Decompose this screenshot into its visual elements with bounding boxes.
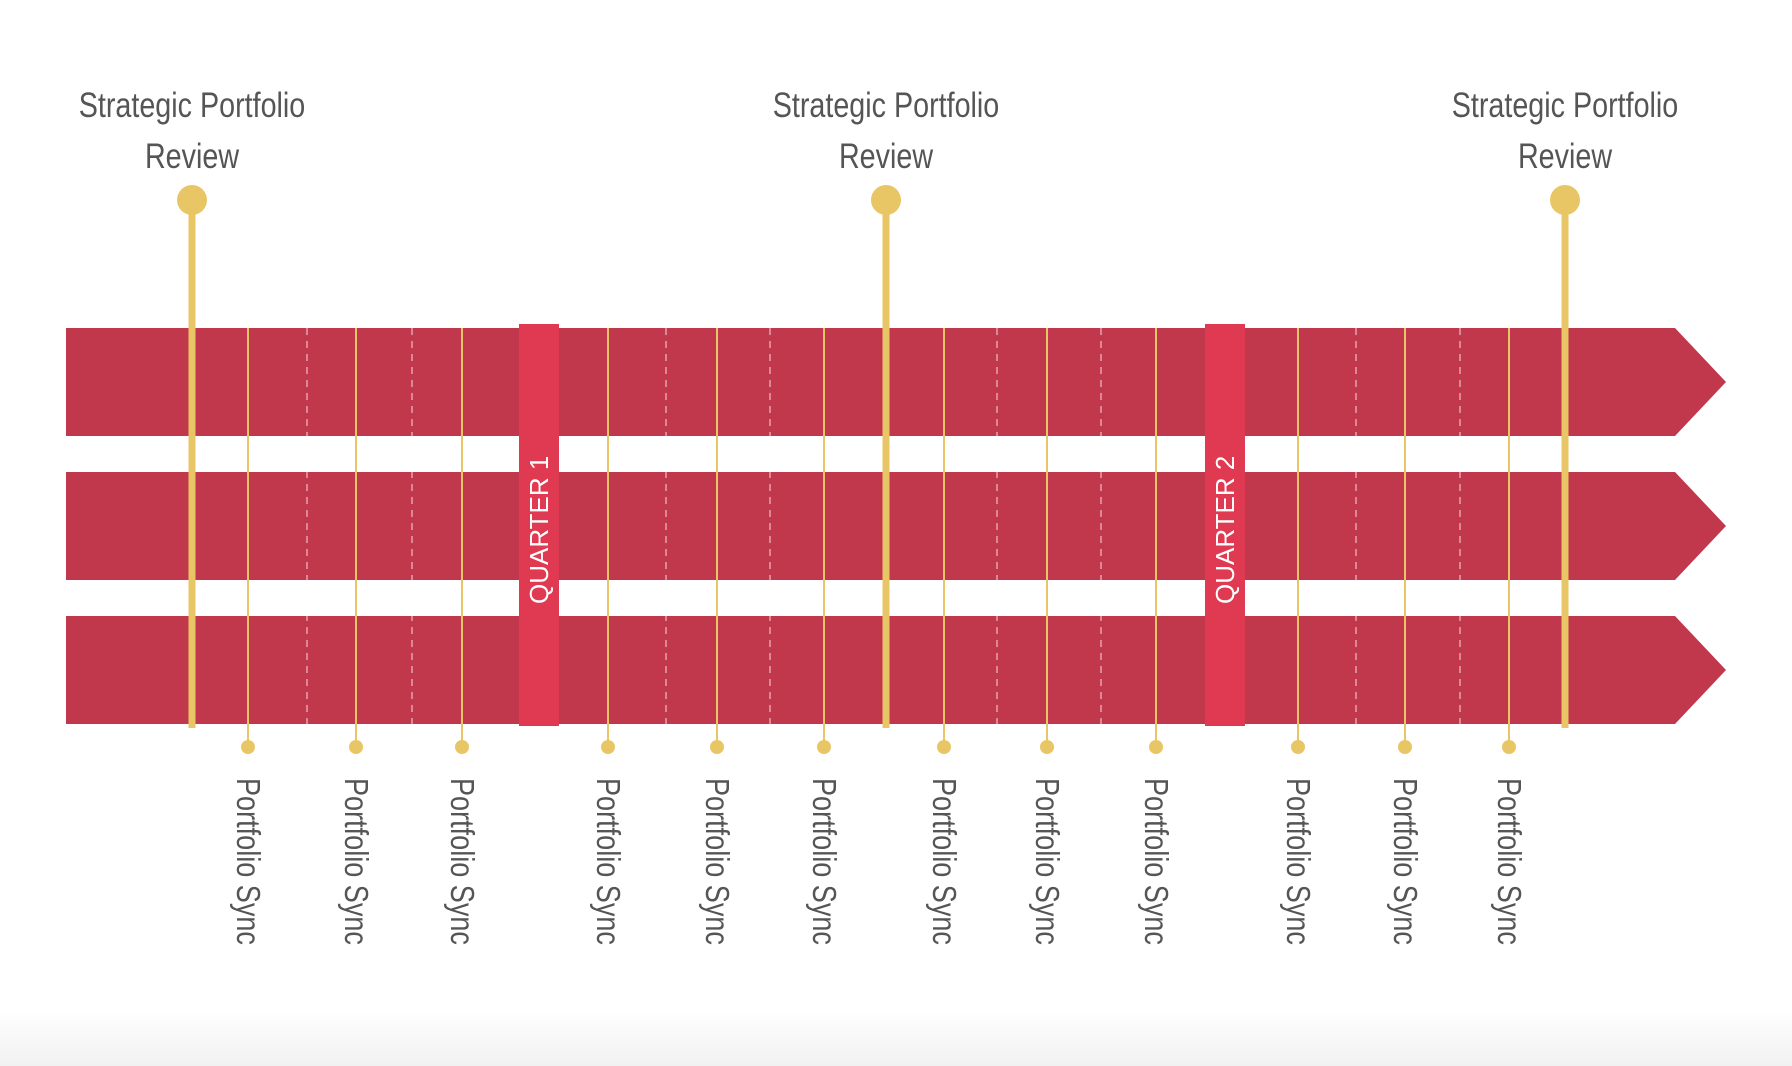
portfolio-sync-label: Portfolio Sync (1280, 778, 1317, 945)
portfolio-sync-label: Portfolio Sync (444, 778, 481, 945)
review-marker-dot (871, 185, 901, 215)
portfolio-sync-label: Portfolio Sync (230, 778, 267, 945)
strategic-portfolio-review-label: Strategic Portfolio Review (772, 86, 1000, 176)
review-marker-dot (177, 185, 207, 215)
sync-marker-dot (241, 740, 255, 754)
sync-marker-dot (1502, 740, 1516, 754)
strategic-portfolio-review-label: Strategic Portfolio Review (1451, 86, 1679, 176)
sync-marker-dot (937, 740, 951, 754)
portfolio-sync-label: Portfolio Sync (699, 778, 736, 945)
timeline-band-3 (66, 616, 1726, 724)
bottom-shadow (0, 1010, 1792, 1066)
sync-marker-dot (455, 740, 469, 754)
portfolio-sync-label: Portfolio Sync (338, 778, 375, 945)
timeline-band-1 (66, 328, 1726, 436)
sync-marker-dot (1291, 740, 1305, 754)
quarter-label-1: QUARTER 1 (524, 455, 554, 604)
quarter-label-2: QUARTER 2 (1210, 455, 1240, 604)
sync-marker-dot (601, 740, 615, 754)
strategic-portfolio-review-label: Strategic Portfolio Review (78, 86, 306, 176)
sync-marker-dot (349, 740, 363, 754)
sync-marker-dot (710, 740, 724, 754)
sync-marker-dot (1398, 740, 1412, 754)
sync-marker-dot (1040, 740, 1054, 754)
portfolio-sync-label: Portfolio Sync (1138, 778, 1175, 945)
review-marker-dot (1550, 185, 1580, 215)
timeline-band-2 (66, 472, 1726, 580)
quarter-bar-1 (519, 324, 559, 726)
quarter-bar-2 (1205, 324, 1245, 726)
portfolio-sync-label: Portfolio Sync (1387, 778, 1424, 945)
portfolio-sync-label: Portfolio Sync (806, 778, 843, 945)
portfolio-sync-label: Portfolio Sync (590, 778, 627, 945)
portfolio-sync-label: Portfolio Sync (926, 778, 963, 945)
sync-marker-dot (1149, 740, 1163, 754)
portfolio-sync-label: Portfolio Sync (1029, 778, 1066, 945)
portfolio-sync-label: Portfolio Sync (1491, 778, 1528, 945)
sync-marker-dot (817, 740, 831, 754)
